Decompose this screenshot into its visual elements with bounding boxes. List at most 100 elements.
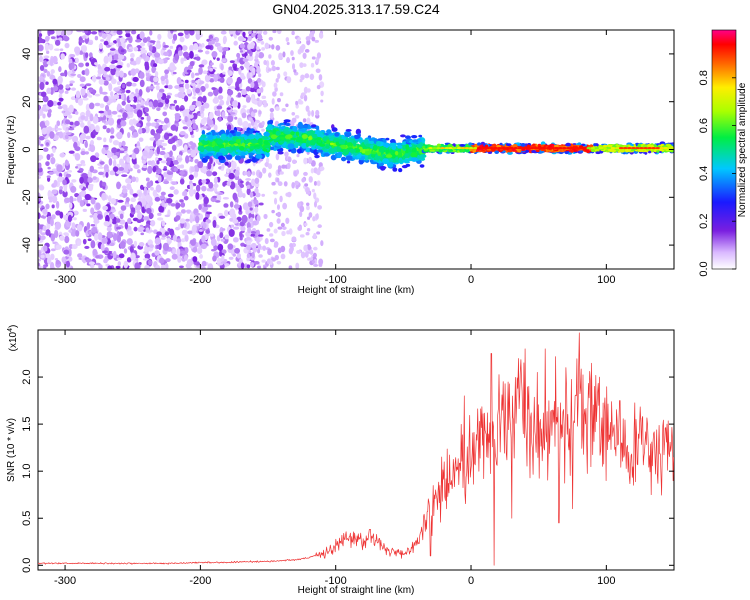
heatmap-cell [189, 215, 193, 224]
heatmap-cell [239, 146, 245, 151]
heatmap-cell [163, 180, 170, 185]
heatmap-cell [346, 160, 351, 164]
heatmap-cell [306, 117, 311, 125]
heatmap-cell [221, 111, 226, 118]
heatmap-cell [154, 250, 160, 256]
heatmap-cell [245, 86, 251, 92]
heatmap-cell [311, 36, 316, 42]
heatmap-cell [97, 166, 104, 170]
heatmap-cell [108, 42, 115, 46]
heatmap-cell [338, 139, 346, 145]
heatmap-cell [272, 30, 277, 34]
heatmap-cell [210, 38, 217, 41]
heatmap-cell [148, 200, 153, 207]
heatmap-cell [54, 257, 59, 261]
heatmap-cell [144, 107, 150, 113]
heatmap-cell [182, 109, 188, 118]
heatmap-cell [178, 138, 183, 147]
heatmap-cell [116, 81, 121, 86]
heatmap-cell [307, 216, 311, 220]
heatmap-cell [226, 89, 234, 96]
heatmap-cell [38, 113, 41, 120]
heatmap-cell [316, 149, 323, 153]
heatmap-cell [204, 178, 211, 185]
heatmap-cell [316, 169, 321, 176]
heatmap-cell [120, 49, 125, 53]
heatmap-cell [164, 97, 170, 105]
heatmap-cell [87, 42, 93, 45]
heatmap-cell [271, 44, 275, 50]
heatmap-cell [79, 134, 85, 139]
heatmap-cell [98, 78, 105, 85]
heatmap-cell [76, 224, 83, 232]
heatmap-cell [273, 228, 278, 234]
heatmap-cell [135, 88, 139, 94]
heatmap-cell [295, 169, 300, 175]
heatmap-cell [44, 35, 50, 42]
heatmap-cell [299, 211, 303, 218]
heatmap-cell [106, 231, 113, 238]
heatmap-cell [290, 50, 294, 56]
heatmap-cell [88, 261, 96, 266]
heatmap-cell [65, 132, 72, 136]
heatmap-cell [179, 131, 186, 136]
heatmap-cell [112, 250, 117, 259]
heatmap-cell [286, 230, 291, 235]
heatmap-cell [213, 74, 219, 82]
heatmap-cell [195, 191, 200, 200]
heatmap-cell [45, 142, 50, 146]
heatmap-cell [213, 124, 218, 132]
heatmap-cell [179, 36, 185, 43]
heatmap-cell [138, 137, 144, 142]
heatmap-cell [315, 109, 320, 116]
heatmap-cell [181, 238, 186, 243]
heatmap-cell [164, 85, 169, 89]
heatmap-cell [80, 189, 87, 198]
heatmap-cell [150, 219, 156, 227]
heatmap-cell [184, 83, 190, 90]
heatmap-cell [162, 242, 170, 251]
heatmap-cell [153, 76, 159, 83]
heatmap-cell [282, 51, 286, 58]
heatmap-cell [137, 197, 144, 202]
heatmap-cell [69, 202, 73, 209]
heatmap-cell [188, 111, 193, 115]
heatmap-cell [344, 132, 352, 138]
heatmap-cell [173, 167, 178, 172]
heatmap-cell [108, 54, 113, 63]
heatmap-cell [165, 78, 169, 86]
heatmap-cell [161, 220, 166, 227]
heatmap-cell [157, 102, 164, 108]
heatmap-cell [237, 92, 242, 98]
heatmap-cell [140, 105, 145, 109]
heatmap-cell [46, 50, 50, 55]
heatmap-cell [118, 141, 122, 148]
heatmap-cell [240, 180, 244, 184]
heatmap-cell [281, 164, 286, 169]
heatmap-cell [38, 176, 41, 179]
heatmap-cell [136, 103, 142, 110]
heatmap-cell [314, 39, 320, 43]
heatmap-cell [272, 129, 277, 136]
heatmap-cell [220, 30, 227, 35]
heatmap-cell [57, 101, 62, 106]
heatmap-cell [59, 235, 65, 241]
heatmap-cell [212, 219, 217, 228]
heatmap-cell [205, 211, 212, 215]
heatmap-cell [264, 42, 270, 50]
heatmap-cell [164, 73, 168, 80]
heatmap-cell [141, 53, 147, 60]
heatmap-cell [135, 176, 139, 183]
heatmap-cell [242, 193, 246, 199]
heatmap-cell [300, 251, 306, 259]
heatmap-cell [303, 94, 308, 102]
heatmap-cell [141, 206, 145, 213]
heatmap-cell [38, 185, 45, 191]
heatmap-cell [89, 215, 94, 218]
heatmap-cell [64, 119, 71, 125]
heatmap-cell [130, 197, 137, 203]
heatmap-cell [50, 69, 55, 74]
heatmap-cell [74, 120, 80, 127]
heatmap-cell [217, 140, 224, 144]
heatmap-cell [240, 262, 245, 269]
